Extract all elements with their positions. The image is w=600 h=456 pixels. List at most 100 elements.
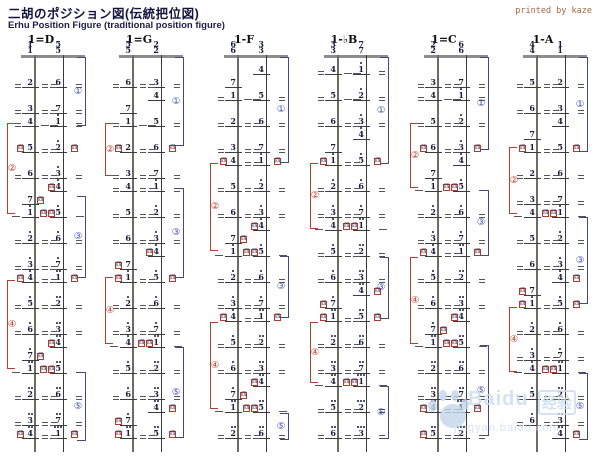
octave-dot — [258, 309, 261, 311]
note-tick — [552, 372, 569, 374]
octave-dots — [330, 309, 336, 311]
semitone-dash — [51, 266, 57, 270]
key-label: 1-♭B — [330, 33, 358, 46]
position-bracket-stub — [175, 437, 183, 438]
position-bracket-stub — [380, 438, 388, 439]
semitone-dash — [149, 84, 155, 88]
position-number-circle: ② — [410, 150, 420, 161]
note-tick — [253, 385, 270, 387]
note-tick — [524, 112, 541, 114]
octave-dot — [127, 322, 129, 324]
octave-dot — [357, 426, 359, 428]
position-number-circle: ④ — [105, 305, 115, 316]
octave-dot — [261, 426, 264, 428]
octave-dots — [55, 335, 61, 337]
semitone-dash — [174, 240, 180, 244]
semitone-dash — [418, 396, 424, 400]
note-number: 3 — [529, 350, 535, 360]
semitone-dash — [42, 279, 48, 283]
position-bracket-stub — [579, 439, 587, 440]
octave-dot — [233, 426, 236, 428]
fourth-finger-box: 四 — [542, 365, 549, 373]
note-number: 7 — [153, 168, 159, 178]
note-number: 4 — [55, 181, 61, 191]
octave-dot — [260, 296, 262, 298]
open-string-label: 2 — [153, 39, 159, 49]
semitone-dash — [318, 435, 324, 439]
semitone-dash — [140, 305, 146, 309]
boundary-dash — [379, 385, 387, 386]
nut-bar — [21, 54, 85, 58]
position-number-circle: ③ — [376, 282, 386, 293]
note-tick — [453, 307, 470, 309]
fourth-finger-box: 四 — [17, 430, 24, 438]
position-number-circle: ① — [73, 86, 83, 97]
octave-dot — [155, 231, 157, 233]
fourth-finger-box: 四 — [573, 300, 580, 308]
semitone-dash — [354, 253, 360, 257]
position-bracket-stub — [380, 386, 388, 387]
octave-dot — [29, 257, 31, 259]
position-bracket-stub — [480, 190, 488, 191]
note-number: 7 — [330, 142, 336, 152]
note-tick — [453, 372, 470, 374]
note-number: 5 — [458, 337, 464, 347]
octave-dot — [358, 335, 361, 337]
octave-dot — [29, 270, 31, 272]
octave-dots — [57, 114, 59, 116]
note-number: 2 — [458, 428, 464, 438]
open-string-label: 3 — [258, 39, 264, 49]
octave-dots — [127, 387, 129, 389]
semitone-dash — [445, 149, 451, 153]
note-number: 2 — [125, 142, 131, 152]
note-number: 3 — [258, 45, 264, 55]
octave-dots — [258, 400, 264, 402]
semitone-dash — [15, 331, 21, 335]
semitone-dash — [354, 279, 360, 283]
position-bracket-stub — [77, 277, 85, 278]
octave-dot — [332, 205, 334, 207]
semitone-dash — [354, 318, 360, 322]
semitone-dash — [245, 370, 251, 374]
octave-dot — [358, 244, 361, 246]
position-bracket-stub — [280, 317, 288, 318]
semitone-dash — [254, 149, 260, 153]
note-number: 6 — [557, 324, 563, 334]
fourth-finger-box: 四 — [351, 378, 358, 386]
note-number: 4 — [430, 90, 436, 100]
octave-dot — [258, 426, 261, 428]
octave-dot — [55, 270, 58, 272]
note-tick — [225, 320, 242, 322]
note-number: 2 — [358, 90, 364, 100]
octave-dots — [460, 153, 462, 155]
octave-dots — [27, 413, 33, 415]
octave-dot — [461, 387, 464, 389]
fourth-finger-box: 四 — [573, 144, 580, 152]
fourth-finger-box: 四 — [320, 300, 327, 308]
note-tick — [552, 307, 569, 309]
fourth-finger-box: 四 — [320, 313, 327, 321]
octave-dots — [360, 114, 362, 116]
note-tick — [552, 424, 569, 426]
semitone-dash — [279, 97, 285, 101]
note-tick — [453, 346, 470, 348]
note-tick — [120, 177, 137, 179]
octave-dot — [361, 309, 364, 311]
octave-dots — [55, 387, 61, 389]
semitone-dash — [140, 214, 146, 218]
note-tick — [50, 190, 67, 192]
note-number: 7 — [330, 298, 336, 308]
note-tick — [325, 229, 342, 231]
semitone-dash — [174, 331, 180, 335]
octave-dots — [258, 426, 264, 428]
position-bracket-stub — [310, 322, 318, 323]
note-number: 2 — [55, 298, 61, 308]
octave-dots — [57, 231, 59, 233]
octave-dots — [258, 361, 264, 363]
note-tick — [120, 112, 137, 114]
semitone-dash — [578, 331, 584, 335]
octave-dots — [531, 387, 533, 389]
note-number: 2 — [330, 337, 336, 347]
semitone-dash — [42, 149, 48, 153]
